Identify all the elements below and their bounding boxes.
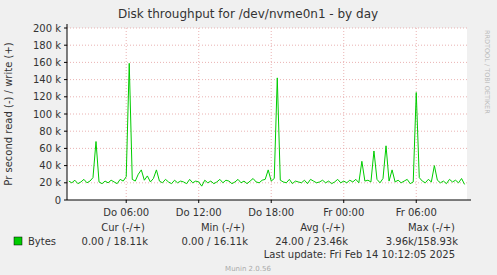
footer: Munin 2.0.56 xyxy=(225,265,271,273)
grid-line xyxy=(67,28,467,29)
tick-label: Fr 00:00 xyxy=(323,207,364,218)
stats-value: 24.00 / 23.46k xyxy=(275,236,348,247)
grid-line xyxy=(343,28,344,200)
tick-label: 200 k xyxy=(33,23,61,34)
stats-header: Max (-/+) xyxy=(408,222,455,233)
y-axis-label: Pr second read (-) / write (+) xyxy=(3,42,14,185)
title: Disk throughput for /dev/nvme0n1 - by da… xyxy=(118,7,378,21)
tick-label: Do 06:00 xyxy=(103,207,149,218)
stats-header: Avg (-/+) xyxy=(300,222,345,233)
grid-line xyxy=(198,28,199,200)
tick-label: 160 k xyxy=(33,57,61,68)
tick-label: 120 k xyxy=(33,91,61,102)
stats-header: Min (-/+) xyxy=(201,222,245,233)
series-group xyxy=(69,63,465,186)
stats-value: 0.00 / 18.11k xyxy=(82,236,149,247)
tick-label: 80 k xyxy=(39,126,61,137)
stats-value: 3.96k/158.93k xyxy=(386,236,458,247)
grid-line xyxy=(271,28,272,200)
tick-label: 60 k xyxy=(39,143,61,154)
tick-label: 100 k xyxy=(33,109,61,120)
grid-line xyxy=(67,45,467,46)
grid-line xyxy=(67,114,467,115)
tick-label: Do 18:00 xyxy=(248,207,294,218)
legend-label: Bytes xyxy=(28,236,56,247)
tick-label: 0 xyxy=(55,195,61,206)
stats-value: 0.00 / 16.11k xyxy=(182,236,249,247)
tick-label: Fr 06:00 xyxy=(396,207,437,218)
y-axis xyxy=(67,24,68,200)
x-axis xyxy=(67,200,471,201)
watermark: RRDTOOL / TOBI OETIKER xyxy=(483,30,491,114)
grid-line xyxy=(67,182,467,183)
background xyxy=(0,0,497,275)
tick-label: 140 k xyxy=(33,74,61,85)
plot-area xyxy=(67,28,467,200)
tick-label: 180 k xyxy=(33,40,61,51)
grid-line xyxy=(67,96,467,97)
tick-label: 20 k xyxy=(39,177,61,188)
stats-header: Cur (-/+) xyxy=(101,222,145,233)
legend-swatch xyxy=(14,237,22,245)
series-line xyxy=(69,63,465,186)
tick-label: 40 k xyxy=(39,160,61,171)
last-update: Last update: Fri Feb 14 10:12:05 2025 xyxy=(264,249,455,260)
chart: Disk throughput for /dev/nvme0n1 - by da… xyxy=(0,0,497,275)
tick-label: Do 12:00 xyxy=(176,207,222,218)
grid-line xyxy=(67,79,467,80)
grid-line xyxy=(67,62,467,63)
